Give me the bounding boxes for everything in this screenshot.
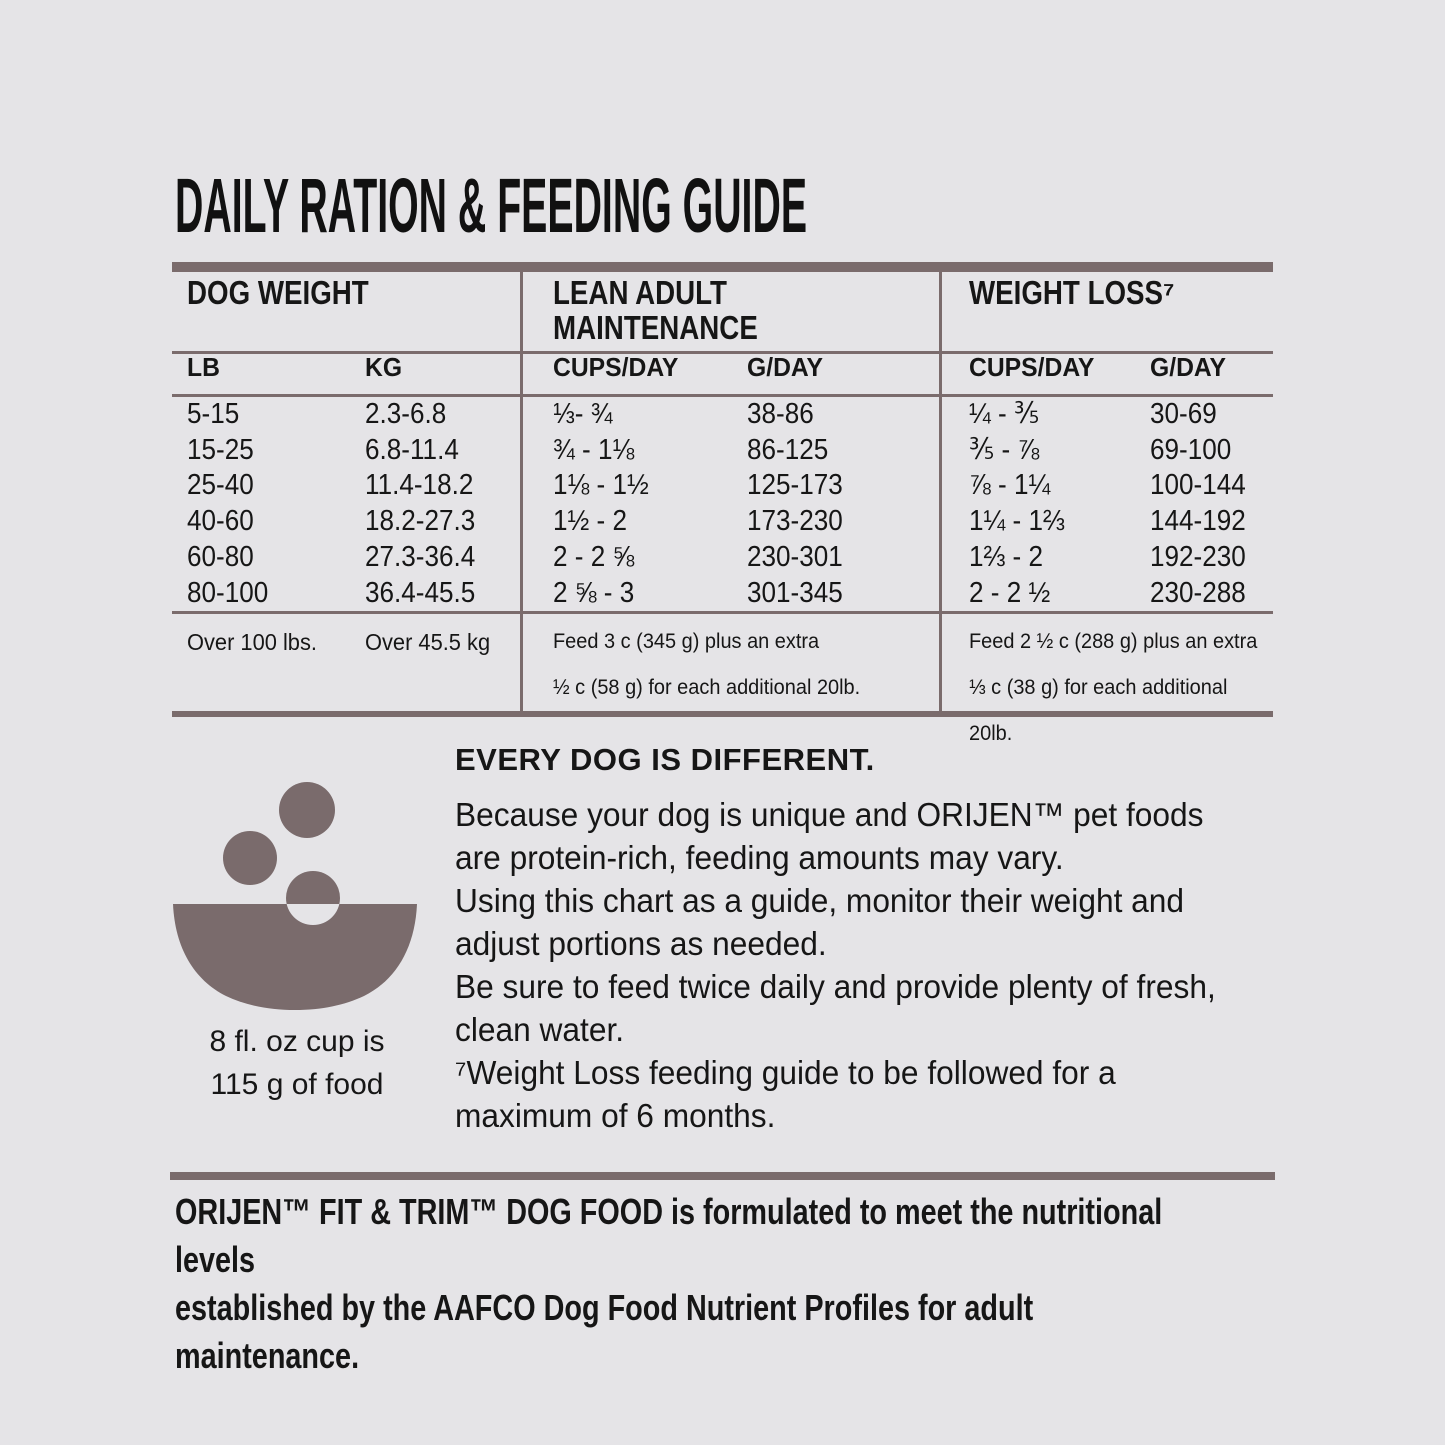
kibble-piece: [279, 782, 335, 838]
info-body: Because your dog is unique and ORIJEN™ p…: [455, 796, 1216, 1134]
overage-weight-kg: Over 45.5 kg: [365, 629, 491, 655]
info-heading: EVERY DOG IS DIFFERENT.: [455, 742, 875, 777]
overage-loss-instructions: Feed 2 ½ c (288 g) plus an extra ⅓ c (38…: [969, 630, 1258, 745]
data-column-lean-g-day: 38-86 86-125 125-173 173-230 230-301 301…: [747, 398, 843, 609]
kibble-bowl-icon: [173, 782, 417, 1010]
subheader-lean-cups-day: CUPS/DAY: [553, 352, 679, 382]
column-header-weight-loss: WEIGHT LOSS⁷: [969, 274, 1175, 311]
table-divider-horizontal: [172, 611, 1273, 614]
separator-rule: [170, 1172, 1275, 1180]
page-title: DAILY RATION & FEEDING GUIDE: [175, 163, 808, 249]
subheader-lean-g-day: G/DAY: [747, 352, 823, 382]
subheader-loss-g-day: G/DAY: [1150, 352, 1226, 382]
data-column-kg: 2.3-6.8 6.8-11.4 11.4-18.2 18.2-27.3 27.…: [365, 398, 476, 609]
overage-lean-instructions: Feed 3 c (345 g) plus an extra ½ c (58 g…: [553, 630, 861, 699]
table-divider-vertical: [520, 272, 523, 711]
table-divider-horizontal: [172, 394, 1273, 397]
column-header-lean-adult-maintenance: LEAN ADULT MAINTENANCE: [553, 274, 758, 346]
data-column-lean-cups-day: ⅓- ¾ ¾ - 1⅛ 1⅛ - 1½ 1½ - 2 2 - 2 ⅝ 2 ⅝ -…: [553, 398, 649, 609]
kibble-piece: [286, 871, 340, 904]
table-divider-horizontal: [172, 351, 1273, 354]
table-divider-vertical: [939, 272, 942, 711]
data-column-loss-cups-day: ¼ - ⅗ ⅗ - ⅞ ⅞ - 1¼ 1¼ - 1⅔ 1⅔ - 2 2 - 2 …: [969, 398, 1065, 609]
feeding-table: DOG WEIGHT LEAN ADULT MAINTENANCE WEIGHT…: [172, 262, 1273, 745]
aafco-statement: ORIJEN™ FIT & TRIM™ DOG FOOD is formulat…: [175, 1191, 1163, 1376]
column-header-dog-weight: DOG WEIGHT: [187, 274, 369, 311]
kibble-piece: [223, 831, 277, 885]
overage-weight-lb: Over 100 lbs.: [187, 629, 317, 655]
subheader-kg: KG: [365, 352, 403, 382]
subheader-lb: LB: [187, 352, 220, 382]
bowl-shape: [173, 904, 417, 1010]
data-column-lb: 5-15 15-25 25-40 40-60 60-80 80-100: [187, 398, 269, 609]
cup-measure-note: 8 fl. oz cup is 115 g of food: [209, 1025, 385, 1101]
data-column-loss-g-day: 30-69 69-100 100-144 144-192 192-230 230…: [1150, 398, 1246, 609]
subheader-loss-cups-day: CUPS/DAY: [969, 352, 1095, 382]
